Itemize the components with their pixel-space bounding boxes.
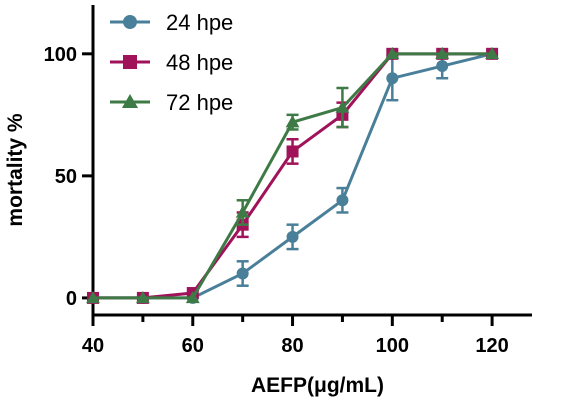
data-point bbox=[386, 72, 399, 85]
legend-label: 48 hpe bbox=[166, 50, 233, 75]
data-point bbox=[436, 60, 449, 73]
data-point bbox=[485, 46, 499, 59]
x-tick-label: 40 bbox=[82, 335, 104, 357]
x-tick-label: 100 bbox=[376, 335, 409, 357]
data-point bbox=[335, 100, 350, 113]
series-line bbox=[93, 52, 493, 300]
series-line bbox=[93, 52, 493, 300]
data-point bbox=[236, 267, 249, 280]
series-layer bbox=[86, 46, 499, 304]
series-72-hpe bbox=[86, 46, 499, 304]
data-point bbox=[135, 291, 150, 304]
legend-entry: 48 hpe bbox=[110, 50, 233, 75]
legend-marker bbox=[123, 15, 137, 29]
data-point bbox=[185, 291, 200, 304]
legend-label: 24 hpe bbox=[166, 10, 233, 35]
y-axis-title: mortality % bbox=[4, 113, 27, 227]
data-point bbox=[86, 291, 100, 304]
x-tick-label: 80 bbox=[281, 335, 303, 357]
legend-entry: 72 hpe bbox=[110, 90, 233, 115]
data-point bbox=[435, 46, 450, 59]
x-tick-label: 60 bbox=[182, 335, 204, 357]
series-line bbox=[93, 52, 493, 300]
data-point bbox=[336, 194, 349, 207]
legend-label: 72 hpe bbox=[166, 90, 233, 115]
y-tick-label: 100 bbox=[44, 44, 77, 66]
series-48-hpe bbox=[87, 47, 499, 304]
x-tick-label: 120 bbox=[475, 335, 508, 357]
data-point bbox=[235, 205, 250, 218]
series-24-hpe bbox=[87, 47, 499, 304]
x-axis-title: AEFP(μg/mL) bbox=[251, 374, 384, 397]
legend-marker bbox=[121, 93, 139, 109]
data-point bbox=[385, 46, 400, 59]
data-point bbox=[285, 115, 300, 128]
legend: 24 hpe 48 hpe 72 hpe bbox=[110, 10, 233, 115]
y-tick-label: 50 bbox=[55, 166, 77, 188]
y-tick-label: 0 bbox=[66, 288, 77, 310]
legend-marker bbox=[123, 55, 137, 69]
data-point bbox=[286, 230, 299, 243]
axes: 40 60 80 100 120 0 50 100 bbox=[44, 5, 532, 357]
data-point bbox=[286, 145, 299, 158]
legend-entry: 24 hpe bbox=[110, 10, 233, 35]
